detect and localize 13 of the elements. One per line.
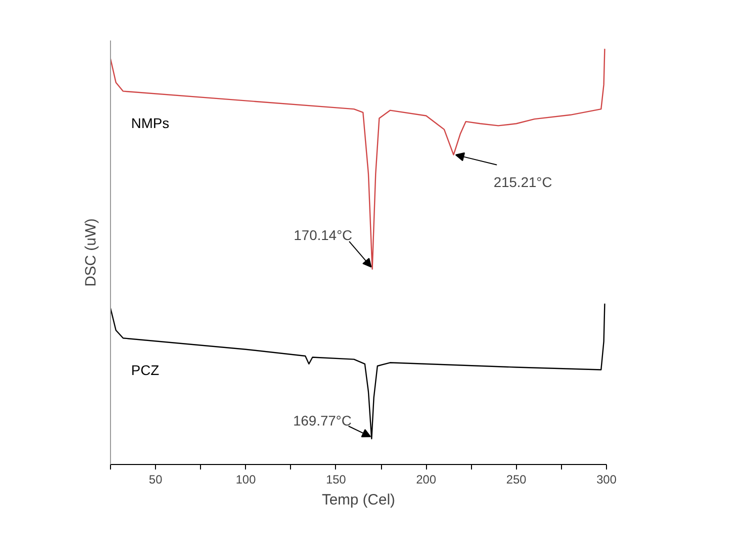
- x-tick-label: 250: [506, 472, 527, 486]
- y-axis-title: DSC (uW): [82, 218, 100, 287]
- x-tick-label: 300: [596, 472, 617, 486]
- x-tick-label: 150: [326, 472, 346, 486]
- x-tick-label: 100: [236, 472, 256, 486]
- x-tick-label: 200: [416, 472, 436, 486]
- annotation: 215.21°C: [494, 174, 552, 190]
- series-label: NMPs: [131, 115, 170, 132]
- annotation: 170.14°C: [294, 227, 352, 244]
- x-tick-label: 50: [148, 472, 163, 486]
- annotation: 169.77°C: [293, 412, 352, 429]
- series-label: PCZ: [131, 362, 160, 378]
- x-axis-title: Temp (Cel): [322, 492, 396, 508]
